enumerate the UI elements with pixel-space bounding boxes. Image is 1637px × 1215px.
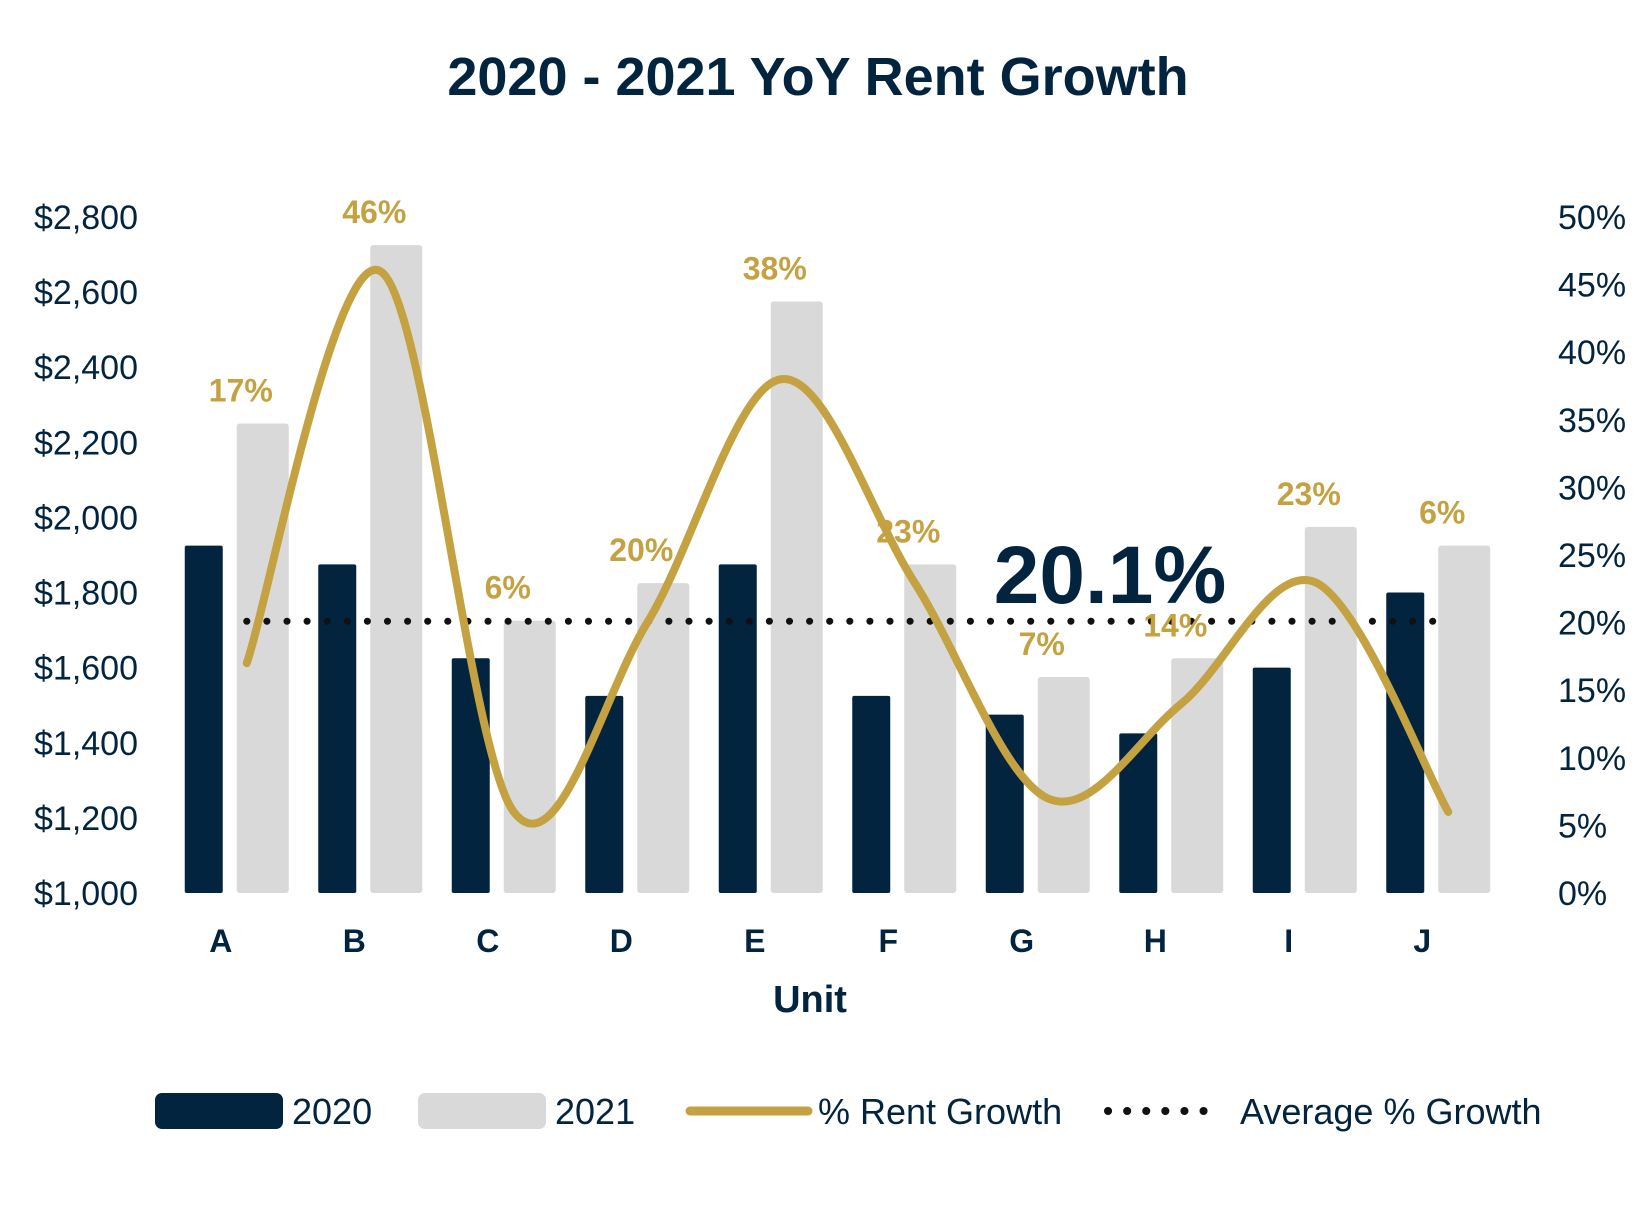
bar-2020 xyxy=(1252,667,1291,893)
y-axis-right: 0% 5% 10% 15% 20% 25% 30% 35% 40% 45% 50% xyxy=(1558,199,1626,913)
y2-tick-label: 35% xyxy=(1558,402,1626,440)
x-tick-label: H xyxy=(1144,923,1167,959)
y2-tick-label: 45% xyxy=(1558,267,1626,305)
y-tick-label: $1,400 xyxy=(34,725,138,763)
x-tick-label: C xyxy=(476,923,499,959)
rent-growth-line-group xyxy=(242,266,1453,828)
y2-tick-label: 40% xyxy=(1558,334,1626,372)
y-tick-label: $2,600 xyxy=(34,274,138,312)
bar-2020 xyxy=(852,695,891,893)
y2-tick-label: 25% xyxy=(1558,537,1626,575)
growth-data-label: 23% xyxy=(1277,476,1341,512)
y-tick-label: $2,200 xyxy=(34,424,138,462)
x-axis: A B C D E F G H I J xyxy=(209,923,1431,959)
bar-2020 xyxy=(184,545,223,893)
x-tick-label: B xyxy=(343,923,366,959)
bar-2020 xyxy=(318,564,357,893)
y2-tick-label: 0% xyxy=(1558,875,1607,913)
x-tick-label: D xyxy=(610,923,633,959)
y-tick-label: $1,800 xyxy=(34,575,138,613)
y2-tick-label: 15% xyxy=(1558,672,1626,710)
bar-2021 xyxy=(770,301,823,893)
bar-2021 xyxy=(503,620,556,893)
x-tick-label: G xyxy=(1009,923,1034,959)
y-axis-left: $1,000 $1,200 $1,400 $1,600 $1,800 $2,000 $2,2… xyxy=(34,199,138,913)
y2-tick-label: 10% xyxy=(1558,740,1626,778)
growth-data-label: 46% xyxy=(342,194,406,230)
bar-2021 xyxy=(1438,545,1491,893)
bar-2020 xyxy=(1119,733,1158,893)
x-tick-label: E xyxy=(744,923,765,959)
bar-2021 xyxy=(904,564,957,893)
bar-2021 xyxy=(637,583,690,893)
legend: 2020 2021 % Rent Growth Average % Growth xyxy=(155,1091,1541,1132)
y2-tick-label: 30% xyxy=(1558,469,1626,507)
bars-group xyxy=(184,245,1491,893)
bar-2020 xyxy=(1386,592,1425,893)
growth-data-label: 6% xyxy=(485,570,531,606)
growth-data-labels: 17% 46% 6% 20% 38% 23% 7% 14% 23% 6% xyxy=(209,194,1466,662)
chart-title: 2020 - 2021 YoY Rent Growth xyxy=(447,47,1188,107)
average-annotation: 20.1% xyxy=(994,530,1227,621)
bar-2021 xyxy=(370,245,423,893)
legend-swatch-2021 xyxy=(418,1093,546,1129)
growth-data-label: 14% xyxy=(1143,607,1207,643)
growth-data-label: 7% xyxy=(1019,626,1065,662)
y-tick-label: $1,200 xyxy=(34,800,138,838)
x-tick-label: I xyxy=(1284,923,1293,959)
legend-label-2020: 2020 xyxy=(292,1091,372,1132)
bar-2020 xyxy=(451,658,490,893)
growth-data-label: 17% xyxy=(209,373,273,409)
y-tick-label: $2,000 xyxy=(34,499,138,537)
y-tick-label: $1,600 xyxy=(34,650,138,688)
y-tick-label: $1,000 xyxy=(34,875,138,913)
y2-tick-label: 5% xyxy=(1558,807,1607,845)
legend-label-growth: % Rent Growth xyxy=(818,1091,1062,1132)
growth-data-label: 6% xyxy=(1419,495,1465,531)
bar-2021 xyxy=(1171,658,1224,893)
growth-data-label: 23% xyxy=(876,513,940,549)
bar-2021 xyxy=(1304,526,1357,893)
x-tick-label: F xyxy=(878,923,898,959)
rent-growth-line xyxy=(242,266,1453,828)
x-axis-label: Unit xyxy=(773,979,847,1021)
x-tick-label: J xyxy=(1413,923,1431,959)
y-tick-label: $2,400 xyxy=(34,349,138,387)
bar-2020 xyxy=(585,695,624,893)
bar-2021 xyxy=(1037,677,1090,893)
x-tick-label: A xyxy=(209,923,232,959)
legend-swatch-2020 xyxy=(155,1093,283,1129)
legend-label-2021: 2021 xyxy=(555,1091,635,1132)
bar-2020 xyxy=(985,714,1024,893)
growth-data-label: 38% xyxy=(743,251,807,287)
growth-data-label: 20% xyxy=(609,532,673,568)
legend-label-average: Average % Growth xyxy=(1240,1091,1541,1132)
bar-2020 xyxy=(718,564,757,893)
y2-tick-label: 50% xyxy=(1558,199,1626,237)
y-tick-label: $2,800 xyxy=(34,199,138,237)
y2-tick-label: 20% xyxy=(1558,605,1626,643)
